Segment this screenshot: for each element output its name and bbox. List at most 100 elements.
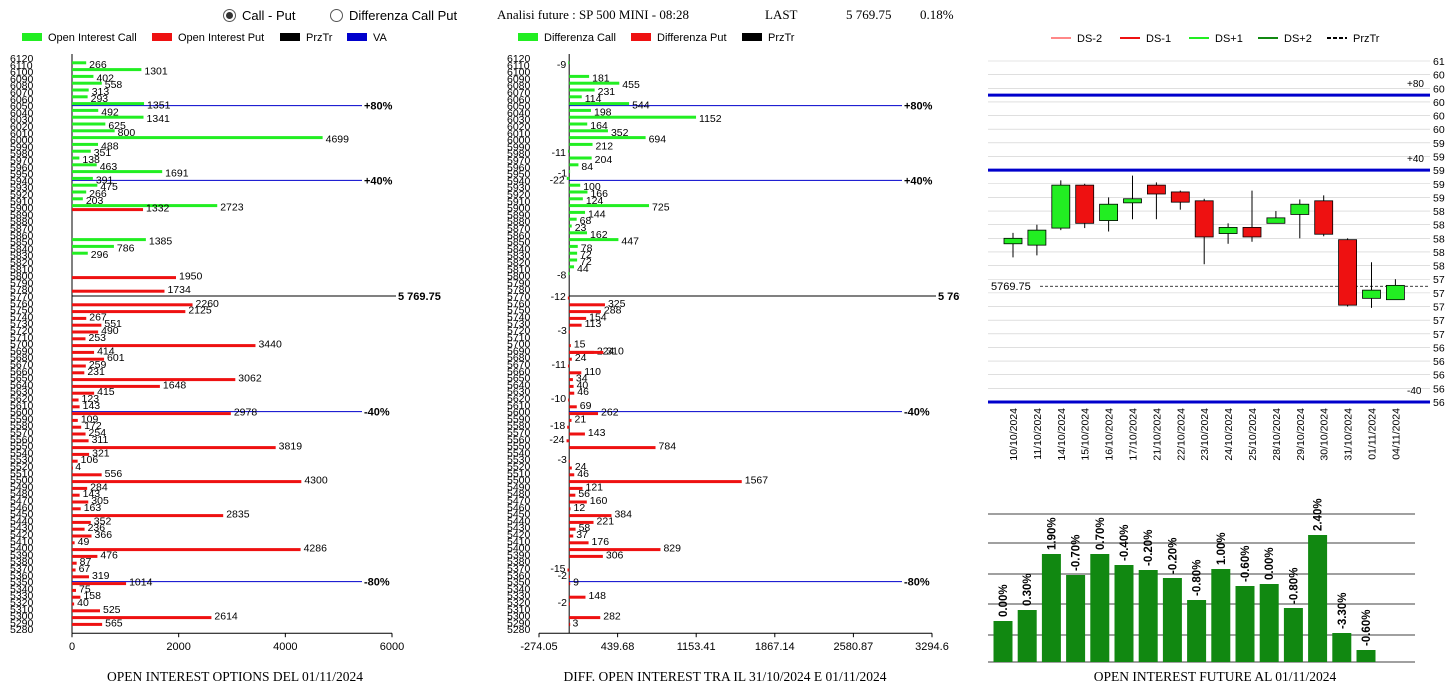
y-tick-label: 5840: [1433, 233, 1445, 245]
call-value-label: 313: [92, 86, 110, 98]
reference-label: -40%: [364, 407, 390, 419]
put-bar: [569, 514, 612, 518]
put-value-label: 21: [574, 413, 586, 425]
strike-label: 5390: [507, 549, 531, 561]
put-value-label: 75: [79, 583, 91, 595]
y-tick-label: 5600: [1433, 397, 1445, 409]
strike-label: 5900: [507, 203, 531, 215]
strike-label: 5490: [507, 481, 531, 493]
strike-label: 5900: [10, 203, 34, 215]
call-value-label: -1: [558, 168, 567, 180]
put-value-label: 556: [105, 468, 123, 480]
legend-label: PrzTr: [1353, 33, 1380, 45]
strike-label: 6070: [507, 87, 531, 99]
future-bar: [1017, 610, 1037, 662]
strike-label: 5310: [507, 604, 531, 616]
put-bar: [72, 310, 186, 314]
put-bar: [568, 575, 570, 579]
call-value-label: 1385: [149, 236, 173, 248]
strike-label: 6030: [507, 114, 531, 126]
strike-label: 5430: [507, 522, 531, 534]
strike-label: 5550: [507, 441, 531, 453]
candle-body: [1194, 200, 1214, 238]
call-bar: [72, 102, 145, 106]
call-bar: [569, 163, 579, 167]
put-bar: [72, 446, 276, 450]
call-bar: [569, 108, 591, 112]
strike-label: 5820: [507, 257, 531, 269]
strike-label: 5560: [507, 434, 531, 446]
put-value-label: 829: [663, 543, 681, 555]
call-bar: [72, 74, 94, 78]
put-value-label: 160: [590, 495, 608, 507]
strike-label: 6120: [10, 53, 34, 65]
strike-label: 5950: [507, 169, 531, 181]
strike-label: 6080: [10, 80, 34, 92]
strike-label: 5670: [507, 359, 531, 371]
call-bar: [72, 197, 83, 201]
put-bar: [569, 493, 576, 497]
put-value-label: 40: [577, 379, 589, 391]
strike-label: 5940: [10, 175, 34, 187]
put-value-label: -2: [558, 597, 567, 609]
future-bar-label: -0.80%: [1192, 560, 1204, 596]
analysis-title: Analisi future : SP 500 MINI - 08:28: [497, 7, 689, 22]
put-value-label: 4300: [304, 475, 328, 487]
call-bar: [72, 251, 88, 255]
put-bar: [569, 595, 586, 599]
put-value-label: 231: [87, 366, 105, 378]
put-bar: [72, 378, 236, 382]
strike-label: 5630: [10, 386, 34, 398]
put-bar: [72, 622, 103, 626]
strike-label: 5810: [10, 264, 34, 276]
x-tick-label: 0: [69, 641, 75, 653]
call-bar: [569, 170, 571, 174]
put-bar: [568, 602, 570, 606]
reference-label: -40%: [904, 407, 930, 419]
strike-label: 5320: [507, 597, 531, 609]
put-value-label: 34: [576, 373, 588, 385]
strike-label: 5410: [10, 536, 34, 548]
strike-label: 5580: [507, 420, 531, 432]
put-value-label: 4286: [304, 543, 328, 555]
strike-label: 6020: [10, 121, 34, 133]
put-value-label: 253: [88, 332, 106, 344]
future-bar: [1259, 584, 1279, 662]
put-bar: [72, 616, 212, 620]
put-value-label: 267: [89, 311, 107, 323]
put-bar: [569, 527, 576, 531]
put-bar: [72, 323, 102, 327]
put-value-label: 12: [574, 502, 586, 514]
candle-body: [1218, 227, 1238, 234]
legend-label: Open Interest Call: [48, 32, 137, 44]
put-bar: [72, 534, 92, 538]
put-value-label: 87: [80, 556, 92, 568]
put-bar: [72, 303, 193, 307]
put-value-label: 158: [83, 590, 101, 602]
call-bar: [72, 163, 97, 167]
x-tick-label: 439.68: [601, 641, 635, 653]
strike-label: 5660: [10, 366, 34, 378]
radio-differenza[interactable]: Differenza Call Put: [330, 8, 457, 23]
call-value-label: 4699: [326, 134, 350, 146]
call-value-label: 1301: [144, 66, 168, 78]
call-value-label: 198: [594, 106, 612, 118]
radio-call-put[interactable]: Call - Put: [223, 8, 295, 23]
future-bar-label: -0.60%: [1240, 546, 1252, 582]
put-value-label: 148: [588, 590, 606, 602]
legend-swatch: [742, 33, 762, 41]
strike-label: 5540: [507, 447, 531, 459]
put-value-label: 259: [89, 359, 107, 371]
put-value-label: 56: [578, 488, 590, 500]
call-bar: [566, 176, 570, 180]
strike-label: 5510: [10, 468, 34, 480]
strike-label: 5480: [507, 488, 531, 500]
legend-swatch: [280, 33, 300, 41]
put-value-label: -18: [550, 420, 565, 432]
put-bar: [72, 588, 76, 592]
put-bar: [569, 378, 573, 382]
future-bar: [993, 621, 1013, 662]
put-value-label: 109: [81, 413, 99, 425]
strike-label: 5290: [507, 617, 531, 629]
future-bar-label: -3.30%: [1337, 593, 1349, 629]
